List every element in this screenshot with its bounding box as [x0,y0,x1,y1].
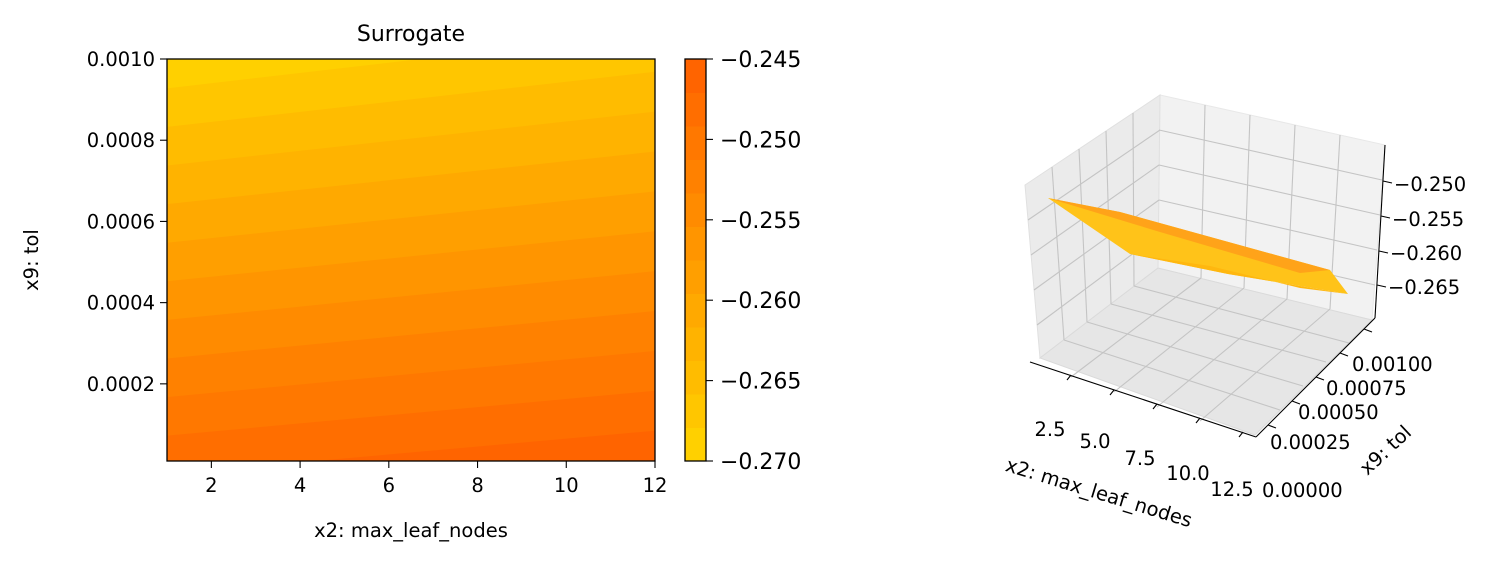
y-tick-label: 0.0010 [87,48,155,71]
surface-z-tick: −0.265 [1388,276,1460,299]
pane-floor [1038,267,1373,436]
grid-lines [1027,104,1383,422]
colorbar-tick-label: −0.265 [720,370,801,395]
chart-title: Surrogate [357,22,465,47]
contour-bands [167,59,655,461]
x-axis-ticks: 2 4 6 8 10 12 [205,461,667,497]
colorbar-band [685,394,706,428]
y-tick-label: 0.0004 [87,292,155,315]
colorbar-band [685,226,706,261]
surface-x-tick: 10.0 [1166,462,1209,485]
surface-3d-chart: 2.5 5.0 7.5 10.0 12.5 0.00000 0.00025 0.… [1003,94,1466,532]
colorbar-band [685,360,706,395]
surface-highlight [1048,198,1330,273]
colorbar-frame [684,58,707,462]
x-axis-label: x2: max_leaf_nodes [314,519,508,542]
x-tick-label: 4 [294,474,306,497]
surface-y-tick: 0.00050 [1298,401,1379,424]
surface-z-tick: −0.260 [1390,242,1462,265]
colorbar-band [685,126,706,160]
x-tick-label: 10 [554,474,579,497]
y-tick-label: 0.0002 [87,373,155,396]
colorbar-band [685,159,706,194]
colorbar-tick-label: −0.255 [720,209,801,234]
colorbar-tick-label: −0.250 [720,128,801,153]
colorbar-band [685,293,706,328]
colorbar-band [685,59,706,93]
y-axis-line [1255,317,1376,438]
contour-chart: Surrogate 2 4 6 8 10 12 0.00020.00040.00060.0… [20,22,667,542]
surface-y-tick: 0.00000 [1262,479,1343,502]
surface-y-tick: 0.00025 [1270,431,1351,454]
surface-z-tick: −0.255 [1392,208,1464,231]
surface-z-tick: −0.250 [1394,173,1466,196]
surface-y-tick: 0.00075 [1326,377,1407,400]
colorbar-ticks: −0.245 −0.250 −0.255 −0.260 −0.265 −0.270 [706,48,801,475]
surface-z-ticks: −0.250 −0.255 −0.260 −0.265 [1388,173,1466,299]
surface-x-tick: 12.5 [1210,478,1253,501]
surface-y-axis-label: x9: tol [1355,421,1416,480]
plot-frame [166,58,656,462]
y-tick-label: 0.0008 [87,129,155,152]
y-axis-ticks: 0.0002 0.0004 0.0006 0.0008 0.0010 [87,48,167,396]
colorbar-tick-label: −0.270 [720,450,801,475]
x-tick-label: 12 [643,474,668,497]
z-axis-line [1374,144,1386,319]
surface-y-tick: 0.00100 [1352,353,1433,376]
surface-patch [1048,198,1348,294]
x-tick-label: 8 [471,474,483,497]
contour-band [315,430,655,461]
x-tick-label: 6 [383,474,395,497]
colorbar-band [685,260,706,294]
surface-y-ticks: 0.00000 0.00025 0.00050 0.00075 0.00100 [1262,353,1433,502]
x-tick-label: 2 [205,474,217,497]
colorbar-band [685,92,706,127]
x-axis-line [1029,361,1257,438]
surface-x-tick: 2.5 [1034,418,1065,441]
y-tick-label: 0.0006 [87,210,155,233]
surface-x-tick: 5.0 [1079,430,1110,453]
y-axis-label: x9: tol [20,229,43,291]
colorbar-band [685,427,706,462]
colorbar-band [685,327,706,361]
colorbar-tick-label: −0.245 [720,48,801,73]
colorbar: −0.245 −0.250 −0.255 −0.260 −0.265 −0.270 [684,48,801,475]
colorbar-band [685,193,706,227]
surface-x-tick: 7.5 [1124,447,1155,470]
surface-x-ticks: 2.5 5.0 7.5 10.0 12.5 [1034,418,1253,501]
colorbar-bands [685,59,706,462]
surface-edge-band [1130,254,1348,294]
colorbar-tick-label: −0.260 [720,289,801,314]
